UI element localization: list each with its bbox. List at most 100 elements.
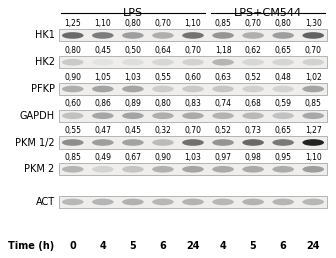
Text: 1,03: 1,03 <box>124 73 141 82</box>
Ellipse shape <box>92 166 114 173</box>
Ellipse shape <box>212 86 234 92</box>
Ellipse shape <box>152 112 174 119</box>
Text: 4: 4 <box>220 241 226 251</box>
Text: 0,73: 0,73 <box>245 126 262 135</box>
Ellipse shape <box>122 139 144 146</box>
Text: 1,05: 1,05 <box>94 73 111 82</box>
Ellipse shape <box>92 32 114 39</box>
Ellipse shape <box>212 139 234 146</box>
Text: 1,03: 1,03 <box>184 153 202 162</box>
Ellipse shape <box>62 32 84 39</box>
Text: 0,85: 0,85 <box>305 99 322 108</box>
Text: 5: 5 <box>250 241 256 251</box>
Ellipse shape <box>242 139 264 146</box>
Text: 0,59: 0,59 <box>275 99 292 108</box>
Ellipse shape <box>182 199 204 205</box>
Ellipse shape <box>242 59 264 66</box>
Text: 0,80: 0,80 <box>275 19 292 28</box>
Ellipse shape <box>302 59 324 66</box>
Text: Time (h): Time (h) <box>8 241 54 251</box>
Ellipse shape <box>272 166 294 173</box>
Text: LPS+CM544: LPS+CM544 <box>234 8 302 18</box>
Ellipse shape <box>92 86 114 92</box>
Text: 0,63: 0,63 <box>215 73 232 82</box>
FancyBboxPatch shape <box>59 83 327 95</box>
Text: 1,18: 1,18 <box>215 46 232 55</box>
Text: 0,90: 0,90 <box>64 73 81 82</box>
Text: 0,48: 0,48 <box>275 73 292 82</box>
Text: 0,55: 0,55 <box>155 73 171 82</box>
Text: 24: 24 <box>306 241 320 251</box>
Ellipse shape <box>272 59 294 66</box>
Text: 1,25: 1,25 <box>65 19 81 28</box>
Text: 0,55: 0,55 <box>64 126 81 135</box>
FancyBboxPatch shape <box>59 110 327 122</box>
Ellipse shape <box>152 86 174 92</box>
Text: GAPDH: GAPDH <box>19 111 54 121</box>
Ellipse shape <box>242 112 264 119</box>
Text: 24: 24 <box>186 241 200 251</box>
Ellipse shape <box>182 59 204 66</box>
Text: 0,97: 0,97 <box>215 153 232 162</box>
Ellipse shape <box>212 59 234 66</box>
Text: PFKP: PFKP <box>31 84 54 94</box>
Text: 0,80: 0,80 <box>124 19 141 28</box>
Ellipse shape <box>302 86 324 92</box>
Ellipse shape <box>182 86 204 92</box>
Text: PKM 1/2: PKM 1/2 <box>15 138 54 148</box>
Ellipse shape <box>182 112 204 119</box>
Text: LPS: LPS <box>123 8 143 18</box>
Ellipse shape <box>182 32 204 39</box>
Text: 0,70: 0,70 <box>184 126 202 135</box>
Ellipse shape <box>122 166 144 173</box>
Ellipse shape <box>212 199 234 205</box>
Ellipse shape <box>62 112 84 119</box>
Text: HK2: HK2 <box>35 57 54 67</box>
Ellipse shape <box>212 166 234 173</box>
Text: 0: 0 <box>70 241 76 251</box>
Text: 0,70: 0,70 <box>305 46 322 55</box>
Ellipse shape <box>92 112 114 119</box>
Ellipse shape <box>242 32 264 39</box>
Text: 1,10: 1,10 <box>184 19 201 28</box>
FancyBboxPatch shape <box>59 56 327 68</box>
Text: 0,60: 0,60 <box>64 99 81 108</box>
Ellipse shape <box>92 139 114 146</box>
Text: 0,50: 0,50 <box>124 46 141 55</box>
Text: 0,52: 0,52 <box>245 73 261 82</box>
FancyBboxPatch shape <box>59 29 327 42</box>
Ellipse shape <box>62 86 84 92</box>
Text: 0,45: 0,45 <box>124 126 141 135</box>
Text: 0,74: 0,74 <box>215 99 232 108</box>
Text: 0,62: 0,62 <box>245 46 261 55</box>
Text: 0,60: 0,60 <box>184 73 202 82</box>
Ellipse shape <box>242 86 264 92</box>
Ellipse shape <box>62 199 84 205</box>
Ellipse shape <box>152 32 174 39</box>
Text: 1,10: 1,10 <box>305 153 322 162</box>
Ellipse shape <box>242 166 264 173</box>
Text: 0,64: 0,64 <box>155 46 171 55</box>
Text: 6: 6 <box>160 241 166 251</box>
Text: 0,65: 0,65 <box>275 46 292 55</box>
Ellipse shape <box>122 86 144 92</box>
Text: 5: 5 <box>129 241 136 251</box>
Ellipse shape <box>302 32 324 39</box>
Ellipse shape <box>302 199 324 205</box>
Ellipse shape <box>92 59 114 66</box>
Ellipse shape <box>152 139 174 146</box>
Ellipse shape <box>122 59 144 66</box>
Text: 0,83: 0,83 <box>184 99 202 108</box>
Text: 0,49: 0,49 <box>94 153 111 162</box>
Ellipse shape <box>272 86 294 92</box>
Text: 0,98: 0,98 <box>245 153 261 162</box>
Ellipse shape <box>272 112 294 119</box>
Text: 0,52: 0,52 <box>215 126 232 135</box>
Text: 1,10: 1,10 <box>94 19 111 28</box>
Ellipse shape <box>242 199 264 205</box>
Text: 0,86: 0,86 <box>94 99 111 108</box>
FancyBboxPatch shape <box>59 136 327 149</box>
Text: 0,65: 0,65 <box>275 126 292 135</box>
Ellipse shape <box>302 139 324 146</box>
Text: 0,85: 0,85 <box>215 19 232 28</box>
